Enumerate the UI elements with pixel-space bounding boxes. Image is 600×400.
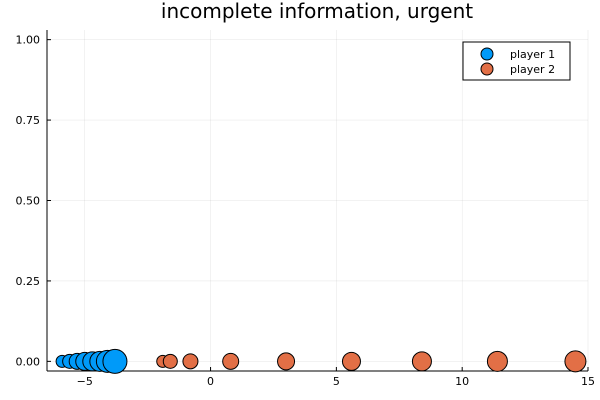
series-2-points [156,350,587,373]
legend-marker [480,47,494,61]
series-1-points [55,348,128,374]
data-point [486,350,508,372]
data-point [182,353,199,370]
data-point [162,353,178,369]
y-tick-label: 0.75 [16,114,41,127]
legend: player 1 player 2 [462,41,571,81]
y-tick-label: 0.50 [16,195,41,208]
chart-title: incomplete information, urgent [161,0,473,23]
grid-lines [47,30,589,371]
legend-box [462,41,571,81]
data-points [55,348,587,374]
x-tick-label: 0 [207,375,214,388]
y-tick-label: 0.25 [16,275,41,288]
legend-marker [480,62,494,76]
data-point [277,352,296,371]
y-tick-label: 1.00 [16,34,41,47]
legend-label: player 1 [510,48,555,61]
y-tick-label: 0.00 [16,355,41,368]
data-point [564,350,587,373]
x-tick-label: 15 [581,375,595,388]
data-point [411,351,432,372]
data-point [341,351,361,371]
tick-labels: −5 0 5 10 15 0.00 0.25 0.50 0.75 1.00 [16,34,596,388]
x-tick-label: −5 [77,375,93,388]
data-point [222,352,240,370]
x-tick-label: 10 [455,375,469,388]
x-tick-label: 5 [333,375,340,388]
data-point [102,348,128,374]
legend-label: player 2 [510,63,555,76]
